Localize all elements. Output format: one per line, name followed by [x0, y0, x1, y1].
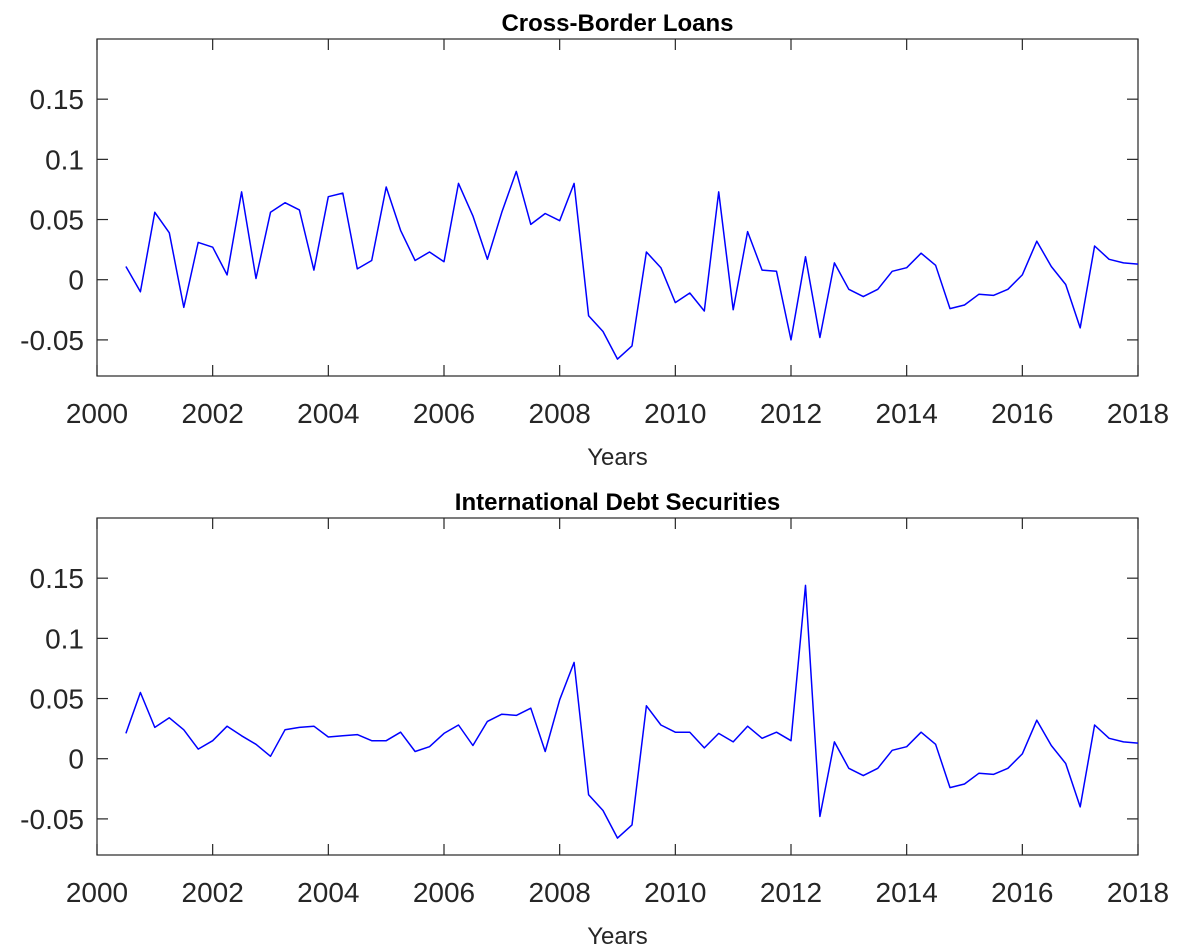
axes-frame — [96, 517, 1139, 856]
x-tick-label: 2002 — [182, 877, 244, 908]
series-line — [125, 170, 1139, 360]
x-tick-label: 2006 — [413, 398, 475, 429]
x-tick-label: 2006 — [413, 877, 475, 908]
y-tick-label: 0 — [68, 744, 84, 775]
x-tick-label: 2018 — [1107, 877, 1169, 908]
y-tick-label: 0.15 — [30, 563, 85, 594]
chart-title: Cross-Border Loans — [501, 10, 733, 37]
x-axis-label: Years — [587, 923, 648, 949]
x-tick-label: 2008 — [529, 877, 591, 908]
x-tick-label: 2014 — [876, 877, 938, 908]
x-tick-label: 2004 — [297, 877, 359, 908]
y-tick-label: 0.1 — [45, 623, 84, 654]
x-tick-label: 2016 — [991, 877, 1053, 908]
x-tick-label: 2012 — [760, 398, 822, 429]
series-line — [125, 584, 1139, 839]
y-tick-label: 0.05 — [30, 205, 85, 236]
chart-panel-international-debt-securities: 2000 2002 2004 2006 2008 2010 2012 2014 2016 2018… — [20, 489, 1169, 949]
x-tick-label: 2004 — [297, 398, 359, 429]
chart-title: International Debt Securities — [455, 489, 780, 516]
x-tick-label: 2010 — [644, 398, 706, 429]
x-tick-label: 2010 — [644, 877, 706, 908]
x-tick-label: 2014 — [876, 398, 938, 429]
x-tick-label: 2000 — [66, 877, 128, 908]
y-tick-label: 0.15 — [30, 84, 85, 115]
x-tick-label: 2016 — [991, 398, 1053, 429]
y-tick-label: -0.05 — [20, 325, 84, 356]
x-tick-label: 2002 — [182, 398, 244, 429]
x-tick-label: 2000 — [66, 398, 128, 429]
y-tick-label: 0 — [68, 265, 84, 296]
y-tick-label: -0.05 — [20, 804, 84, 835]
x-axis-label: Years — [587, 444, 648, 471]
x-tick-label: 2012 — [760, 877, 822, 908]
x-tick-label: 2018 — [1107, 398, 1169, 429]
y-tick-label: 0.1 — [45, 144, 84, 175]
chart-panel-cross-border-loans: 2000 2002 2004 2006 2008 2010 2012 2014 2016 2018… — [20, 10, 1169, 471]
axes-frame — [96, 38, 1139, 377]
y-tick-label: 0.05 — [30, 684, 85, 715]
x-tick-label: 2008 — [529, 398, 591, 429]
